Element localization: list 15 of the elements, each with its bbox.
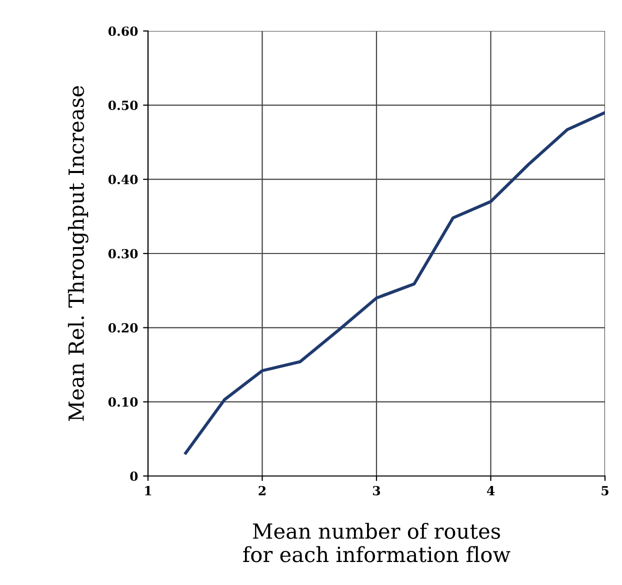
line-series — [184, 111, 605, 455]
x-tick-label: 5 — [602, 486, 608, 496]
x-axis-title: Mean number of routes for each information flow — [243, 522, 510, 562]
y-tick-label: 0.30 — [108, 248, 138, 258]
x-tick-label: 2 — [258, 486, 266, 496]
x-tick-label: 1 — [145, 486, 152, 496]
y-tick-label: 0 — [130, 471, 138, 481]
y-tick-label: 0.10 — [108, 397, 138, 407]
x-tick-label: 4 — [486, 486, 495, 496]
y-tick-label: 0.50 — [108, 100, 138, 110]
x-tick-label: 3 — [373, 486, 380, 496]
y-axis-title: Mean Rel. Throughput Increase — [68, 86, 88, 421]
y-tick-label: 0.40 — [108, 174, 138, 184]
y-tick-label: 0.20 — [108, 323, 138, 333]
y-tick-label: 0.60 — [108, 26, 138, 36]
